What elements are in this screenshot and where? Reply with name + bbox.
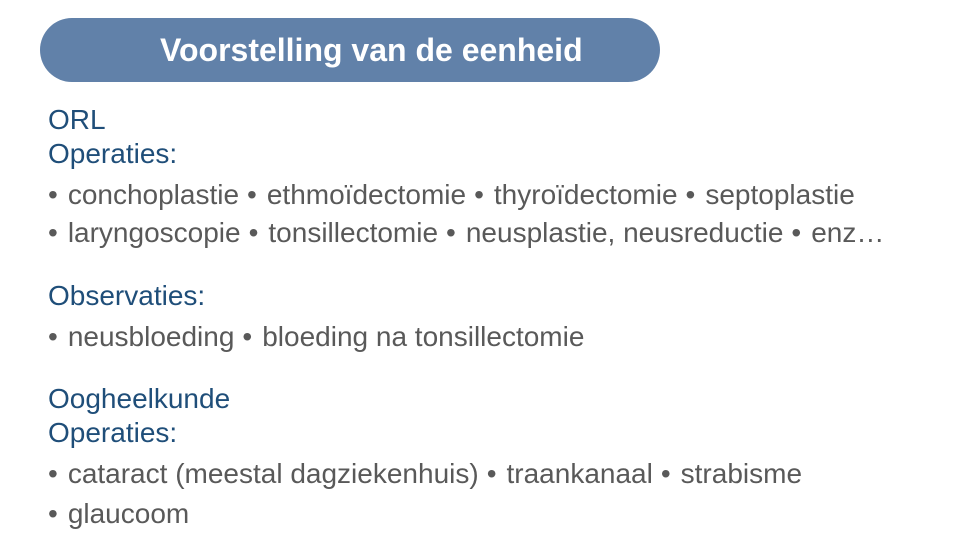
section-heading: Oogheelkunde (48, 383, 920, 415)
bullet-icon: • (48, 181, 58, 209)
slide-title: Voorstelling van de eenheid (160, 32, 583, 69)
spacer (48, 357, 920, 383)
bullet-icon: • (48, 219, 58, 247)
bullet-line: •neusbloeding •bloeding na tonsillectomi… (48, 318, 920, 356)
item-text: laryngoscopie (68, 214, 241, 252)
list-item: • cataract (meestal dagziekenhuis) (48, 455, 479, 493)
bullet-line: • glaucoom (48, 495, 920, 533)
list-item: • glaucoom (48, 495, 189, 533)
item-text: traankanaal (507, 455, 653, 493)
bullet-icon: • (48, 323, 58, 351)
bullet-line: • conchoplastie • ethmoïdectomie • thyroïde… (48, 176, 920, 252)
bullet-icon: • (487, 460, 497, 488)
item-text: tonsillectomie (268, 214, 438, 252)
item-text: glaucoom (68, 495, 189, 533)
item-text: bloeding na tonsillectomie (262, 318, 584, 356)
bullet-icon: • (474, 181, 484, 209)
list-item: • bloeding na tonsillectomie (242, 318, 584, 356)
list-item: • laryngoscopie (48, 214, 241, 252)
content-area: ORL Operaties: • conchoplastie • ethmoïdec… (48, 104, 920, 535)
list-item: • septoplastie (686, 176, 855, 214)
list-item: • neusplastie, neusreductie (446, 214, 783, 252)
group-label: Operaties: (48, 417, 920, 449)
list-item: • strabisme (661, 455, 802, 493)
item-text: neusplastie, neusreductie (466, 214, 784, 252)
bullet-icon: • (48, 460, 58, 488)
bullet-line: • cataract (meestal dagziekenhuis) • traan… (48, 455, 920, 493)
item-text: thyroïdectomie (494, 176, 678, 214)
slide: Voorstelling van de eenheid ORL Operatie… (0, 0, 960, 543)
bullet-icon: • (446, 219, 456, 247)
item-text: septoplastie (705, 176, 854, 214)
section-heading: ORL (48, 104, 920, 136)
bullet-icon: • (242, 323, 252, 351)
list-item: • ethmoïdectomie (247, 176, 466, 214)
bullet-icon: • (686, 181, 696, 209)
list-item: • thyroïdectomie (474, 176, 677, 214)
item-text: enz… (811, 214, 884, 252)
group-label: Observaties: (48, 280, 920, 312)
item-text: cataract (meestal dagziekenhuis) (68, 455, 479, 493)
spacer (48, 254, 920, 280)
item-text: strabisme (681, 455, 802, 493)
list-item: • enz… (791, 214, 884, 252)
list-item: • tonsillectomie (249, 214, 438, 252)
bullet-icon: • (661, 460, 671, 488)
title-pill: Voorstelling van de eenheid (40, 18, 660, 82)
item-text: ethmoïdectomie (267, 176, 466, 214)
item-text: neusbloeding (68, 318, 235, 356)
list-item: • conchoplastie (48, 176, 239, 214)
item-text: conchoplastie (68, 176, 239, 214)
bullet-icon: • (791, 219, 801, 247)
list-item: • neusbloeding (48, 318, 234, 356)
list-item: • traankanaal (487, 455, 653, 493)
bullet-icon: • (48, 500, 58, 528)
group-label: Operaties: (48, 138, 920, 170)
bullet-icon: • (247, 181, 257, 209)
bullet-icon: • (249, 219, 259, 247)
